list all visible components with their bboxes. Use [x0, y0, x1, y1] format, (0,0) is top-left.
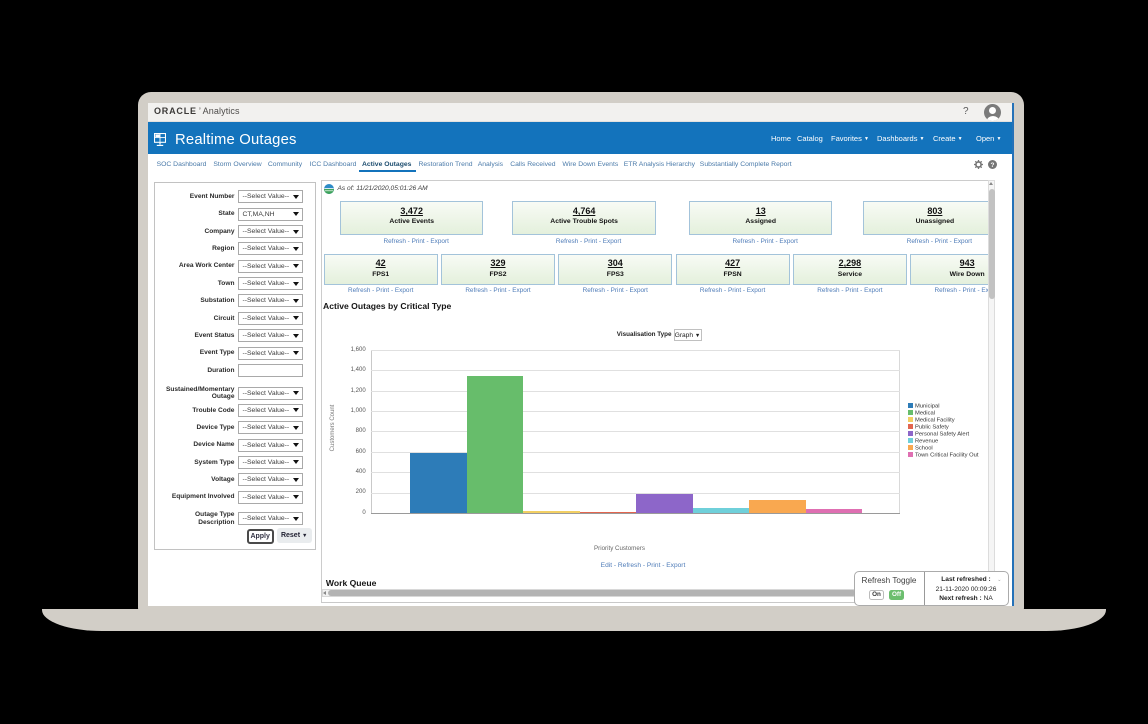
svg-text:?: ? — [991, 161, 995, 168]
